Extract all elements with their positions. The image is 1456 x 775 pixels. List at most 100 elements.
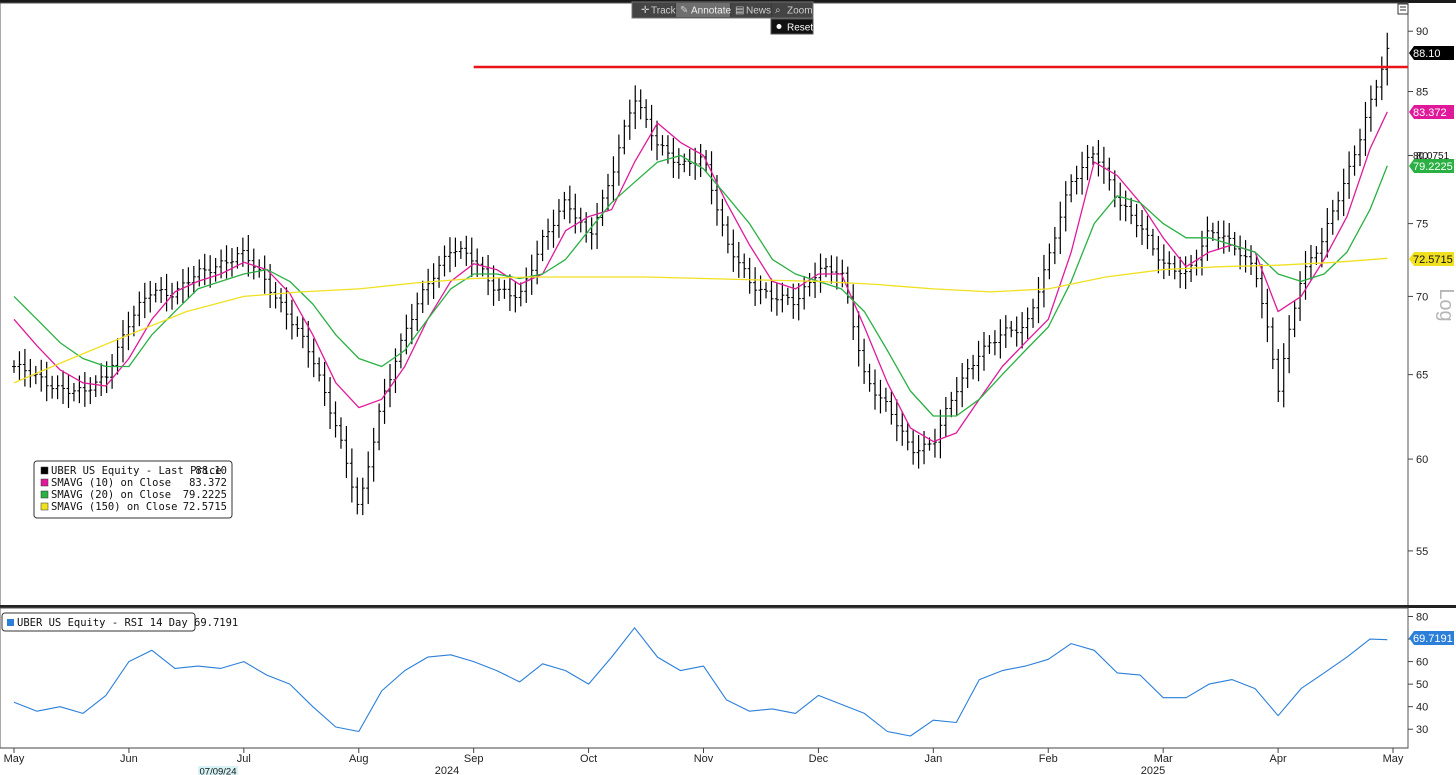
ohlc-bar: [731, 229, 736, 272]
ohlc-bar: [1270, 317, 1275, 370]
ohlc-bar: [660, 135, 665, 156]
ohlc-bar: [366, 451, 371, 505]
legend-swatch: [40, 502, 49, 511]
ohlc-bar: [992, 330, 997, 356]
price-tick-label: 85: [1416, 87, 1428, 99]
price-tick-label: 70: [1416, 291, 1428, 303]
ohlc-bar: [655, 120, 660, 161]
x-tick-label: Feb: [1039, 753, 1058, 765]
cursor-date-label: 07/09/24: [200, 767, 237, 775]
ohlc-bar: [682, 153, 687, 173]
ohlc-bar: [99, 363, 104, 396]
price-tick-label: 65: [1416, 370, 1428, 382]
ohlc-bar: [1336, 191, 1341, 221]
ohlc-bar: [338, 417, 343, 449]
x-tick-label: Nov: [694, 753, 714, 765]
ohlc-bar: [867, 363, 872, 392]
x-tick-label: Apr: [1270, 753, 1287, 765]
x-tick-label: Aug: [349, 753, 369, 765]
ohlc-bar: [409, 303, 414, 345]
track-label: Track: [651, 6, 677, 17]
rsi-legend: UBER US Equity - RSI 14 Day 69.7191: [1, 612, 238, 632]
ohlc-bar: [742, 253, 747, 279]
crosshair-value-label: 80.0751: [1413, 151, 1450, 162]
ohlc-bar: [862, 338, 867, 384]
ohlc-bar: [1107, 157, 1112, 191]
legend-value: 83.372: [189, 477, 227, 489]
ohlc-bar: [589, 217, 594, 250]
ohlc-bar: [39, 359, 44, 392]
ohlc-bar: [1047, 243, 1052, 280]
sma20-last-label: 79.2225: [1409, 159, 1454, 173]
ohlc-bar: [725, 216, 730, 254]
ohlc-bar: [371, 427, 376, 482]
ohlc-bar: [785, 287, 790, 306]
ohlc-bar: [954, 376, 959, 416]
ohlc-bar: [873, 369, 878, 410]
ohlc-bar: [453, 237, 458, 267]
ohlc-bar: [981, 331, 986, 371]
ohlc-bar: [360, 477, 365, 516]
chart-toolbar: ✛ Track ✎ Annotate ▤ News ⌕ Zoom: [631, 1, 814, 19]
ohlc-bar: [1090, 146, 1095, 166]
ohlc-bar: [720, 198, 725, 237]
legend-item: SMAVG (20) on Close 79.2225: [40, 489, 227, 501]
chart-menu-icon[interactable]: [1397, 3, 1409, 15]
ohlc-bar: [1123, 190, 1128, 222]
ohlc-bar: [1150, 228, 1155, 256]
ohlc-bar: [796, 283, 801, 321]
ohlc-bar: [333, 401, 338, 438]
ohlc-bar: [829, 255, 834, 284]
svg-text:80.0751: 80.0751: [1413, 151, 1450, 162]
ohlc-bar: [1314, 246, 1319, 265]
ohlc-bar: [878, 379, 883, 414]
annotate-button[interactable]: ✎ Annotate: [676, 3, 731, 17]
ohlc-bar: [698, 144, 703, 178]
zoom-button[interactable]: ⌕ Zoom: [772, 3, 813, 17]
svg-text:83.372: 83.372: [1413, 107, 1447, 119]
ohlc-bar: [486, 254, 491, 296]
ohlc-bar: [1014, 316, 1019, 347]
ohlc-bar: [240, 237, 245, 267]
track-button[interactable]: ✛ Track: [633, 3, 677, 17]
ohlc-bar: [491, 265, 496, 306]
ohlc-bar: [469, 237, 474, 277]
rsi-tick-label: 60: [1416, 657, 1428, 669]
pencil-icon: ✎: [680, 5, 688, 16]
ohlc-bar: [273, 282, 278, 309]
rsi-tick-label: 50: [1416, 679, 1428, 691]
ohlc-bar: [153, 282, 158, 303]
ohlc-bar: [1069, 174, 1074, 203]
ohlc-bar: [987, 335, 992, 354]
ohlc-bar: [1358, 128, 1363, 167]
sma10-last-label: 83.372: [1409, 105, 1454, 119]
ohlc-bar: [1052, 226, 1057, 265]
ohlc-bar: [349, 448, 354, 503]
ohlc-bar: [110, 354, 115, 389]
ohlc-bar: [1379, 56, 1384, 101]
news-button[interactable]: ▤ News: [731, 3, 771, 17]
ohlc-bar: [17, 351, 22, 380]
reset-button[interactable]: Reset: [770, 18, 814, 35]
ohlc-bar: [246, 234, 251, 277]
ohlc-bar: [546, 218, 551, 250]
ohlc-bar: [1140, 210, 1145, 245]
ohlc-bar: [322, 361, 327, 407]
ohlc-bar: [142, 282, 147, 319]
ohlc-bar: [1330, 199, 1335, 235]
scale-type-label: Log: [1435, 288, 1456, 321]
ohlc-bar: [1210, 222, 1215, 241]
zoom-label: Zoom: [787, 6, 813, 17]
ohlc-bar: [1292, 300, 1297, 338]
ohlc-bar: [1134, 203, 1139, 238]
ohlc-bar: [148, 280, 153, 313]
ohlc-bar: [900, 411, 905, 446]
ohlc-bar: [1161, 244, 1166, 280]
ohlc-bar: [1243, 240, 1248, 273]
ohlc-bar: [300, 316, 305, 349]
sma150-line: [13, 257, 1388, 384]
ohlc-bar: [22, 348, 27, 387]
